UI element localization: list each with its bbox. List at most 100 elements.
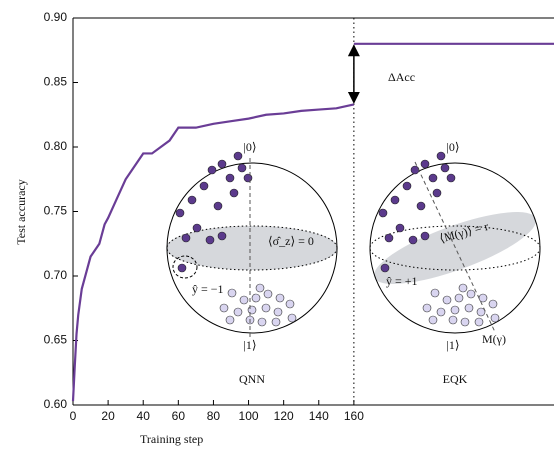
y-tick-label: 0.90 [44,10,68,24]
observable-label: ⟨σ̂_z⟩ = 0 [268,234,314,248]
equator [166,225,338,271]
data-point-decor [448,315,458,325]
data-point-decor [478,293,488,303]
data-point-decor [263,289,273,299]
x-tick-label: 100 [239,409,259,423]
data-point-decor [422,303,432,313]
region-label: EQK [443,372,468,386]
equator [369,225,541,271]
data-point-decor [247,305,257,315]
data-point-decor [219,303,229,313]
data-point-decor [432,188,442,198]
data-point-decor [458,283,468,293]
data-point-decor [416,201,426,211]
data-point-decor [430,288,440,298]
data-point-decor [420,159,430,169]
ket-zero: |0⟩ [446,140,459,154]
y-axis-label: Test accuracy [14,179,28,244]
data-point-decor [428,315,438,325]
data-point-decor [225,173,235,183]
y-tick-label: 0.65 [44,333,68,347]
region-label: QNN [239,372,265,386]
x-tick-label: 120 [274,409,294,423]
x-tick-label: 160 [344,409,364,423]
data-point-decor [261,303,271,313]
data-point-decor [420,231,430,241]
data-point-decor [177,263,187,273]
x-tick-label: 140 [309,409,329,423]
data-point-decor [474,317,484,327]
data-line [71,103,355,402]
class-label: ŷ = +1 [386,274,418,288]
data-point-decor [285,299,295,309]
bloch-sphere: |0⟩|1⟩EQK⟨M(γ)⟩ = rŷ = +1M(γ) [369,140,541,386]
data-point-decor [217,159,227,169]
data-point-decor [446,173,456,183]
data-point-decor [187,195,197,205]
data-point-decor [428,173,438,183]
data-point-decor [402,181,412,191]
x-axis-label: Training step [140,432,203,446]
data-point-decor [410,165,420,175]
data-point-decor [442,295,452,305]
data-point-decor [243,173,253,183]
data-point-decor [287,313,297,323]
x-tick-label: 20 [101,409,115,423]
data-point-decor [233,151,243,161]
ket-zero: |0⟩ [243,140,256,154]
ket-one: |1⟩ [446,338,459,352]
y-tick-label: 0.80 [44,139,68,153]
data-point-decor [237,163,247,173]
delta-label: ΔAcc [388,70,415,84]
data-point-decor [436,307,446,317]
data-point-decor [454,293,464,303]
data-point-decor [450,305,460,315]
data-point-decor [476,307,486,317]
data-point-decor [380,263,390,273]
ket-one: |1⟩ [243,338,256,352]
data-point-decor [257,317,267,327]
data-point-decor [213,201,223,211]
data-point-decor [378,208,388,218]
y-tick-label: 0.85 [44,75,68,89]
data-point-decor [408,235,418,245]
data-point-decor [239,295,249,305]
data-point-decor [460,317,470,327]
class-label: ŷ = −1 [192,282,224,296]
y-tick-label: 0.60 [44,397,68,411]
x-tick-label: 80 [207,409,221,423]
x-tick-label: 0 [70,409,77,423]
bloch-sphere: |0⟩ |1⟩ QNN ⟨σ̂_z⟩ = 0 ŷ = −1 [166,140,338,386]
y-tick-label: 0.75 [44,204,68,218]
data-point-decor [229,188,239,198]
data-point-decor [436,151,446,161]
data-point-decor [275,293,285,303]
data-point-decor [175,208,185,218]
data-point-decor [205,235,215,245]
data-point-decor [225,315,235,325]
data-point-decor [464,303,474,313]
measurement-label: M(γ) [482,332,506,346]
data-point-decor [271,317,281,327]
x-tick-label: 60 [172,409,186,423]
data-point-decor [199,181,209,191]
data-point-decor [488,299,498,309]
y-tick-label: 0.70 [44,268,68,282]
data-point-decor [466,289,476,299]
data-point-decor [217,231,227,241]
data-point-decor [390,195,400,205]
x-tick-label: 40 [137,409,151,423]
data-point-decor [251,293,261,303]
data-point-decor [255,283,265,293]
data-point-decor [395,223,405,233]
data-point-decor [273,307,283,317]
data-point-decor [227,288,237,298]
data-point-decor [440,163,450,173]
data-point-decor [233,307,243,317]
data-point-decor [192,223,202,233]
axis-decor [414,161,496,333]
data-point-decor [207,165,217,175]
data-point-decor [384,233,394,243]
data-point-decor [490,313,500,323]
